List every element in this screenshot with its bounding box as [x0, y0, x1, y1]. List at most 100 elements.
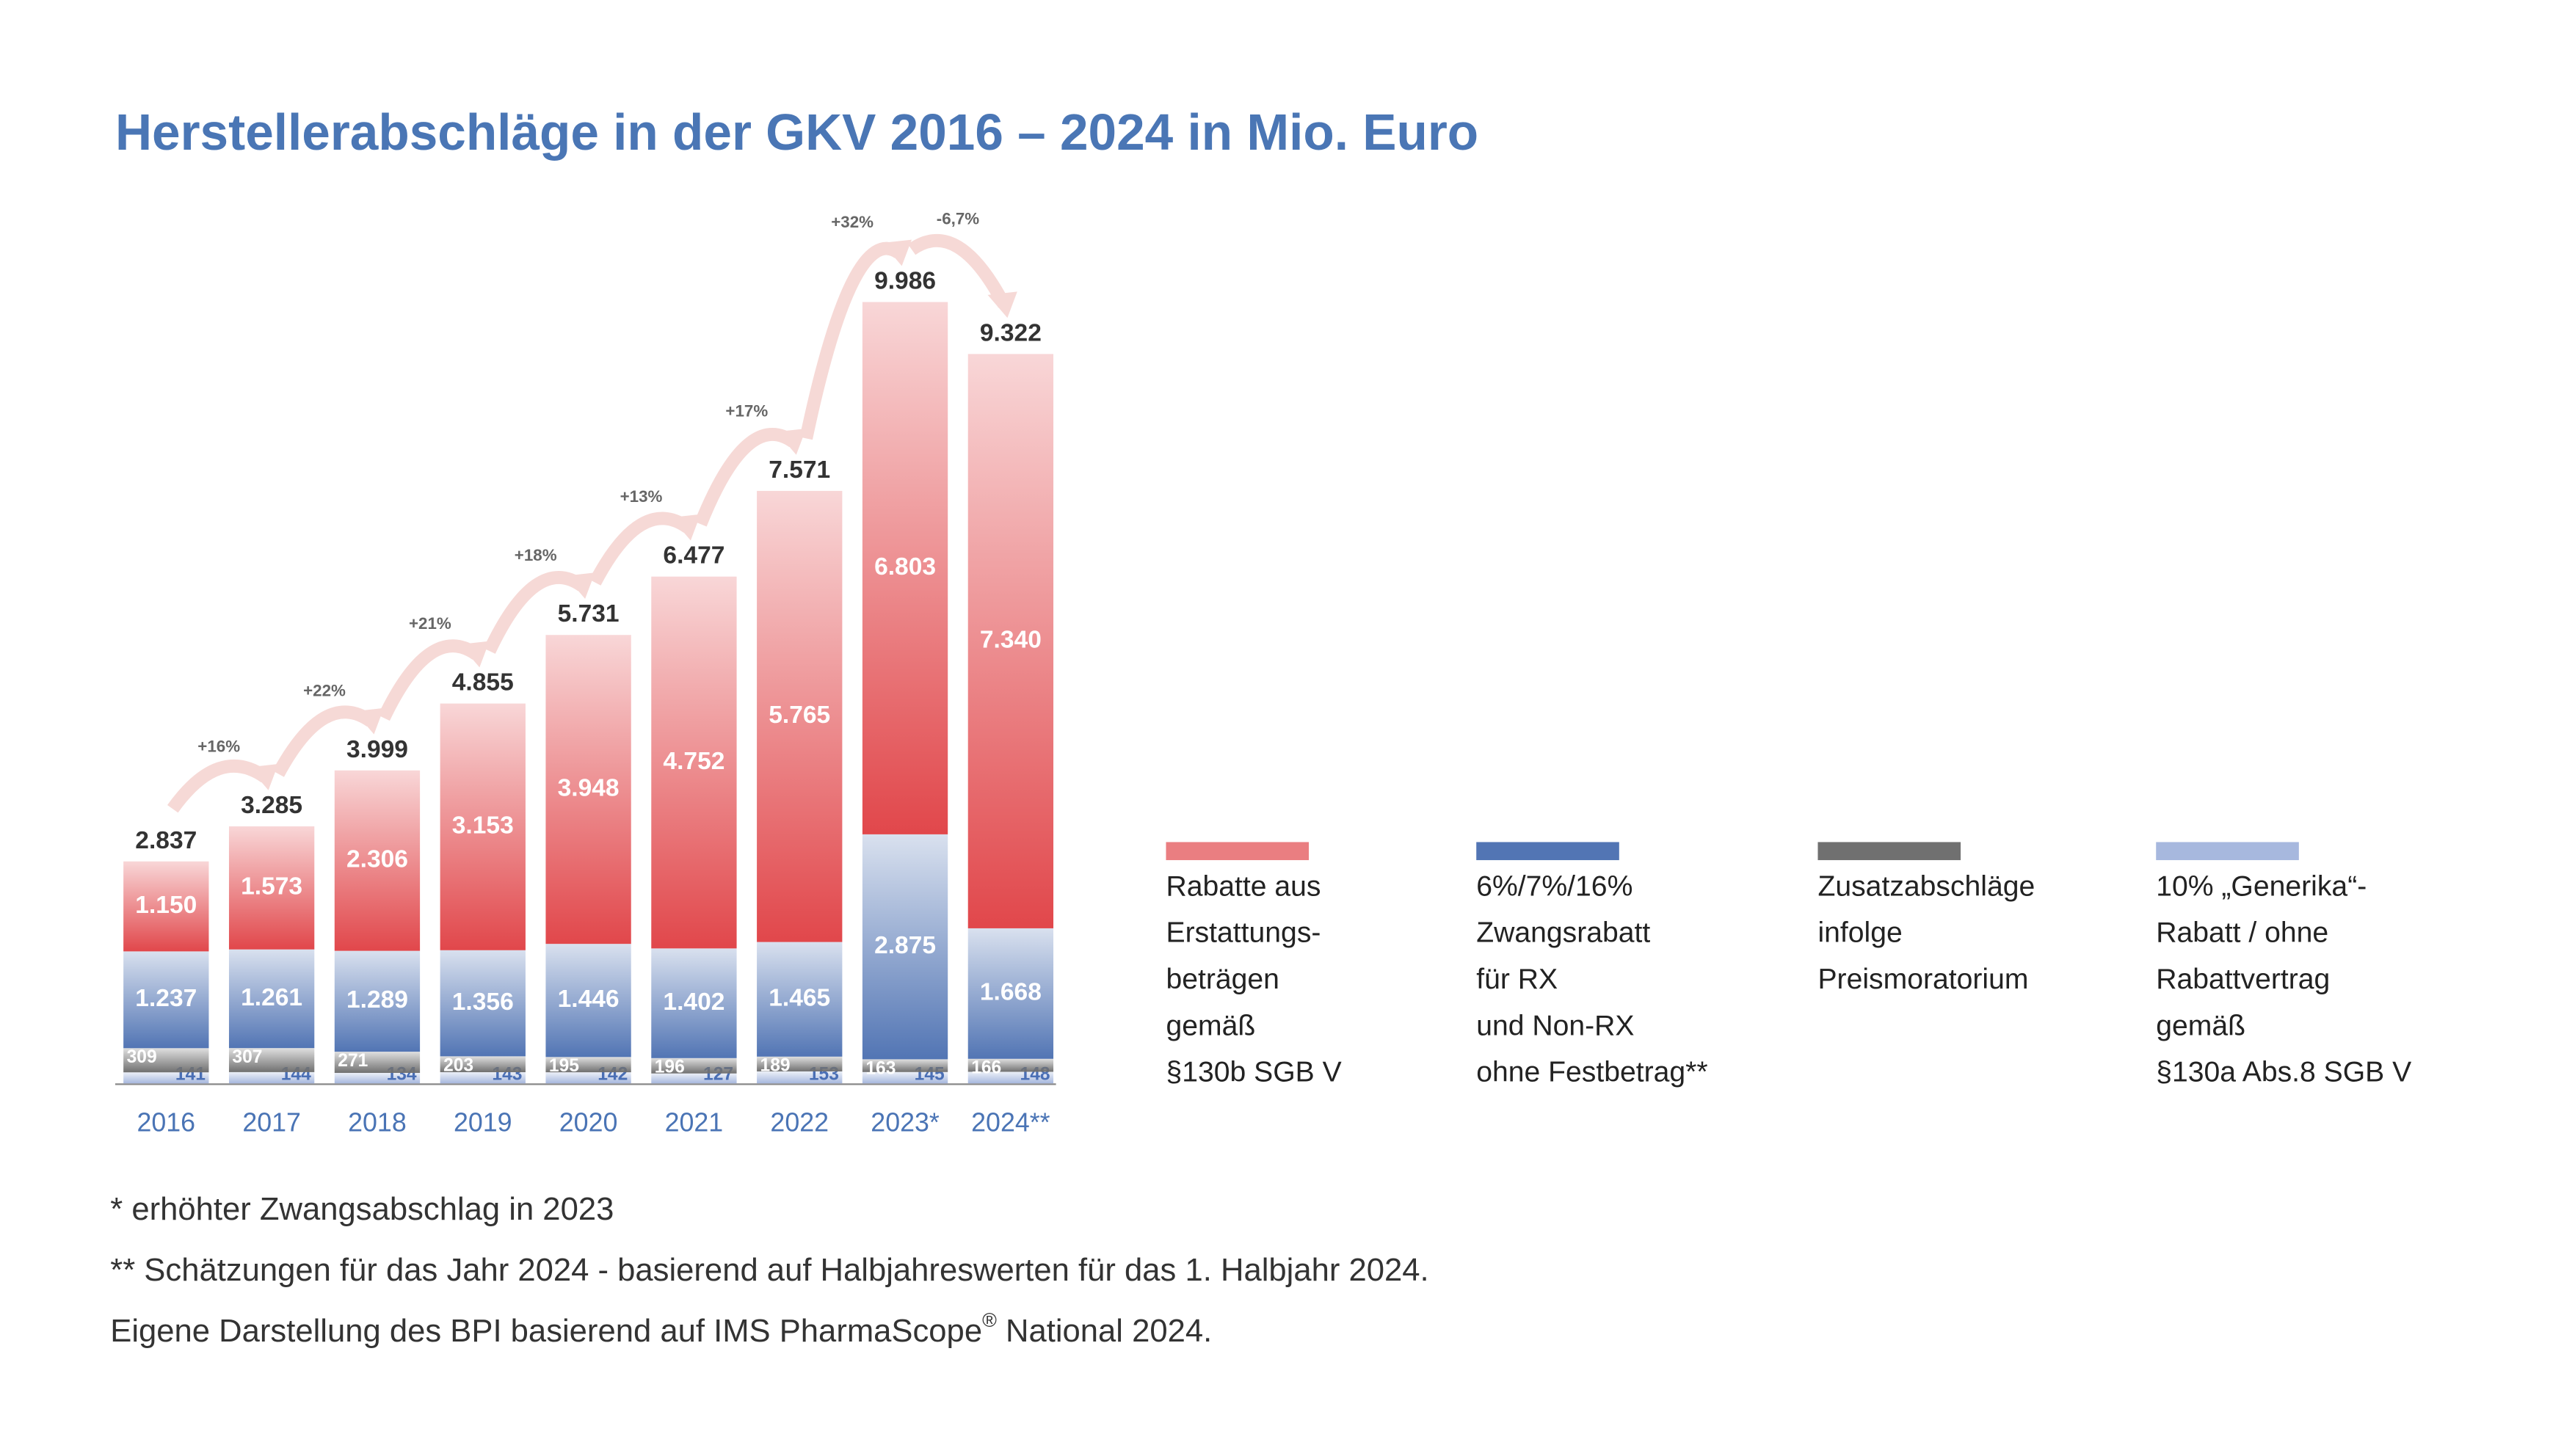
growth-label: +13% — [620, 487, 663, 506]
legend-label: Zusatzabschläge — [1817, 870, 2035, 902]
bar-segment — [757, 1056, 843, 1071]
growth-label: +17% — [725, 401, 768, 420]
total-label: 6.477 — [663, 542, 724, 569]
bar-segment — [228, 826, 315, 950]
x-tick-label: 2017 — [242, 1108, 301, 1138]
bar-segment — [440, 950, 526, 1057]
data-label: 196 — [655, 1058, 685, 1077]
legend-swatch — [2156, 842, 2299, 861]
bar-segment — [228, 949, 315, 1049]
bar-segment — [545, 944, 631, 1058]
data-label: 3.153 — [452, 812, 514, 840]
legend-label: ohne Festbetrag** — [1476, 1057, 1707, 1088]
data-label: 4.752 — [663, 748, 724, 775]
bar-segment — [862, 834, 948, 1060]
x-tick-label: 2016 — [137, 1108, 196, 1138]
bar-segment — [967, 1058, 1054, 1072]
growth-label: +18% — [515, 546, 557, 564]
growth-arrowhead — [776, 428, 807, 455]
bar-segment — [651, 576, 737, 949]
bar-segment — [334, 950, 421, 1052]
bar-segment — [967, 928, 1054, 1059]
data-label: 166 — [971, 1058, 1001, 1078]
legend-label: Rabattvertrag — [2156, 964, 2330, 995]
growth-label: +16% — [197, 738, 240, 756]
total-label: 9.322 — [980, 319, 1042, 346]
data-label: 1.446 — [558, 986, 620, 1013]
growth-label: +21% — [409, 614, 451, 633]
legend-label: §130a Abs.8 SGB V — [2156, 1057, 2411, 1088]
data-label: 1.289 — [346, 986, 408, 1013]
x-tick-label: 2022 — [770, 1108, 829, 1138]
data-label: 1.237 — [135, 985, 197, 1012]
data-label: 307 — [232, 1047, 262, 1067]
data-label: 2.875 — [874, 932, 936, 959]
legend-label: 6%/7%/16% — [1476, 870, 1632, 902]
data-label: 1.573 — [241, 873, 302, 900]
bar-segment — [334, 1072, 421, 1084]
bar-segment — [862, 1071, 948, 1084]
bar-segment — [967, 354, 1054, 928]
bar-segment — [545, 1057, 631, 1073]
bar-segment — [123, 861, 209, 952]
growth-arrowhead — [248, 764, 279, 790]
bar-segment — [440, 1072, 526, 1084]
source-part: ® — [982, 1309, 997, 1331]
data-label: 1.356 — [452, 989, 514, 1016]
bar-segment — [440, 703, 526, 950]
legend-label: beträgen — [1166, 964, 1279, 995]
legend-label: Preismoratorium — [1817, 964, 2028, 995]
x-tick-label: 2019 — [454, 1108, 512, 1138]
growth-label: +22% — [303, 681, 346, 699]
bar-segment — [967, 1071, 1054, 1084]
data-label: 1.261 — [241, 984, 302, 1011]
legend-label: Rabatt / ohne — [2156, 917, 2328, 949]
source-part: Eigene Darstellung des BPI basierend auf… — [110, 1314, 982, 1349]
bar-segment — [862, 302, 948, 834]
bar-segment — [334, 770, 421, 951]
data-label: 1.402 — [663, 989, 724, 1016]
data-label: 1.465 — [769, 985, 830, 1012]
legend-label: 10% „Generika“- — [2156, 870, 2367, 902]
total-label: 7.571 — [769, 456, 830, 484]
legend-label: und Non-RX — [1476, 1010, 1634, 1041]
growth-arrowhead — [987, 291, 1017, 318]
x-tick-label: 2023* — [871, 1108, 940, 1138]
x-tick-label: 2018 — [348, 1108, 407, 1138]
data-label: 3.948 — [558, 775, 620, 802]
legend-swatch — [1166, 842, 1310, 861]
data-label: 163 — [865, 1058, 896, 1078]
data-label: 309 — [127, 1047, 157, 1067]
bar-segment — [545, 1072, 631, 1084]
x-tick-label: 2020 — [559, 1108, 618, 1138]
data-label: 1.150 — [135, 892, 197, 919]
total-label: 2.837 — [135, 827, 197, 854]
legend-label: gemäß — [2156, 1010, 2245, 1041]
growth-arrow — [799, 241, 903, 440]
bar-segment — [440, 1056, 526, 1073]
growth-label: -6,7% — [937, 210, 980, 228]
legend-swatch — [1817, 842, 1961, 861]
growth-arrowhead — [565, 572, 595, 600]
legend-label: für RX — [1476, 964, 1558, 995]
legend-label: §130b SGB V — [1166, 1057, 1341, 1088]
bar-segment — [757, 490, 843, 942]
x-tick-label: 2024** — [971, 1108, 1050, 1138]
bar-segment — [545, 635, 631, 944]
legend-label: infolge — [1817, 917, 1902, 949]
data-label: 271 — [338, 1051, 368, 1071]
x-tick-label: 2021 — [665, 1108, 724, 1138]
growth-arrow — [907, 233, 1010, 308]
legend-label: Erstattungs- — [1166, 917, 1321, 949]
data-label: 2.306 — [346, 846, 408, 873]
chart-title: Herstellerabschläge in der GKV 2016 – 20… — [115, 103, 1478, 161]
bar-segment — [228, 1048, 315, 1072]
data-label: 1.668 — [980, 979, 1042, 1006]
data-label: 6.803 — [874, 553, 936, 580]
bar-segment — [228, 1071, 315, 1084]
bar-segment — [123, 951, 209, 1049]
footnote: ** Schätzungen für das Jahr 2024 - basie… — [110, 1253, 1428, 1288]
growth-arrowhead — [460, 641, 490, 668]
legend-label: gemäß — [1166, 1010, 1255, 1041]
